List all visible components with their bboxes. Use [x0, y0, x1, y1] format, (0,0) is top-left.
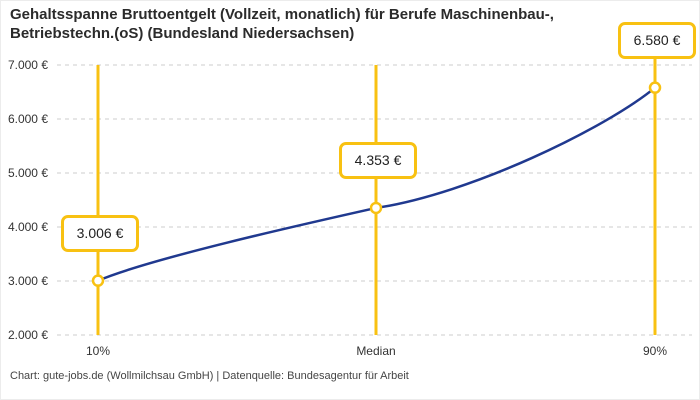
y-tick-4000: 4.000 €: [7, 220, 48, 234]
x-tick-90pct: 90%: [642, 344, 668, 358]
chart-credit: Chart: gute-jobs.de (Wollmilchsau GmbH) …: [10, 370, 409, 382]
y-tick-6000: 6.000 €: [7, 112, 48, 126]
data-point-marker-Median: [369, 201, 383, 215]
y-tick-3000: 3.000 €: [7, 274, 48, 288]
y-tick-7000: 7.000 €: [7, 58, 48, 72]
x-tick-median: Median: [356, 344, 396, 358]
chart-title-line2: Betriebstechn.(oS) (Bundesland Niedersac…: [10, 25, 355, 42]
value-label-median: 4.353 €: [339, 141, 417, 179]
chart-title: Gehaltsspanne Bruttoentgelt (Vollzeit, m…: [10, 5, 690, 43]
data-point-marker-10%: [91, 274, 105, 287]
x-tick-10pct: 10%: [85, 344, 111, 358]
value-label-10pct: 3.006 €: [61, 214, 139, 252]
data-point-marker-90%: [648, 81, 662, 94]
value-label-90pct: 6.580 €: [618, 21, 696, 59]
chart-title-line1: Gehaltsspanne Bruttoentgelt (Vollzeit, m…: [10, 6, 554, 23]
y-tick-5000: 5.000 €: [7, 166, 48, 180]
y-tick-2000: 2.000 €: [7, 328, 48, 342]
